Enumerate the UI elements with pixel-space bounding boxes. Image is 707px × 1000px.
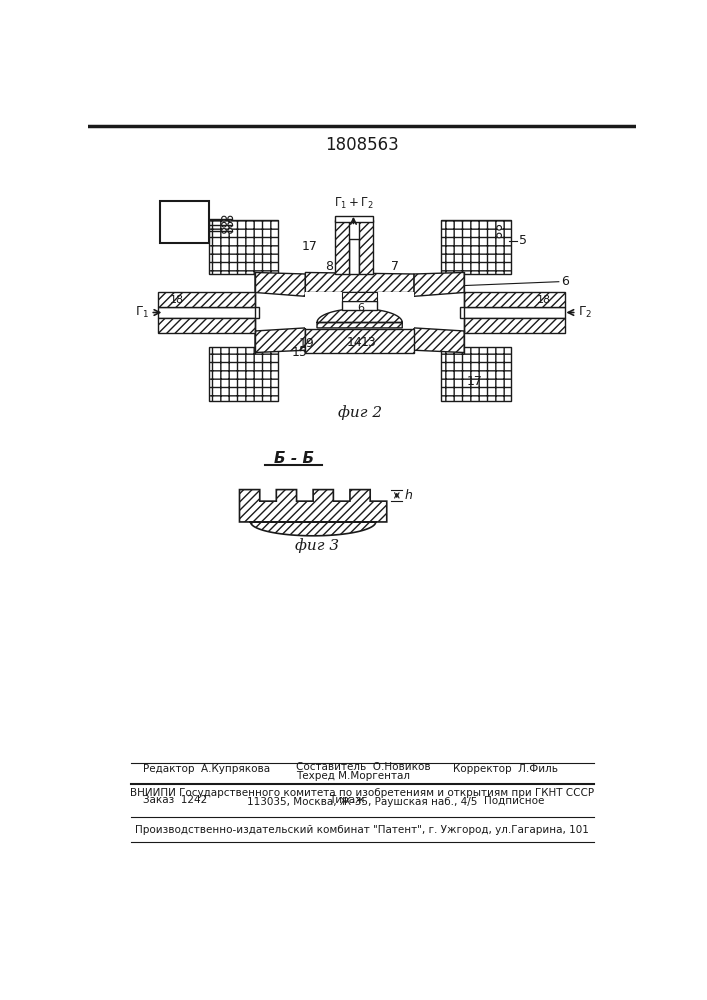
Text: 6: 6 [561, 275, 569, 288]
Polygon shape [240, 490, 387, 536]
Text: Техред М.Моргентал: Техред М.Моргентал [296, 771, 410, 781]
Polygon shape [341, 292, 378, 301]
Circle shape [222, 222, 226, 227]
Text: 17: 17 [467, 375, 482, 388]
Circle shape [222, 216, 226, 221]
Text: 18: 18 [170, 295, 184, 305]
Bar [460, 307, 565, 318]
Text: фиг 3: фиг 3 [295, 538, 339, 553]
Polygon shape [305, 272, 414, 292]
Polygon shape [158, 318, 255, 333]
Circle shape [497, 233, 501, 238]
Text: 113035, Москва, Ж-35, Раушская наб., 4/5: 113035, Москва, Ж-35, Раушская наб., 4/5 [247, 797, 477, 807]
Bar [158, 307, 259, 318]
Text: Б - Б: Б - Б [274, 451, 314, 466]
Text: Подписное: Подписное [484, 795, 544, 805]
Bar [349, 239, 359, 274]
Bar [160, 201, 209, 243]
Polygon shape [335, 216, 373, 222]
Bar [209, 347, 279, 401]
Text: Тираж: Тираж [329, 795, 364, 805]
Text: 17: 17 [302, 240, 317, 253]
Polygon shape [255, 272, 305, 296]
Bar [341, 301, 378, 310]
Text: ВНИИПИ Государственного комитета по изобретениям и открытиям при ГКНТ СССР: ВНИИПИ Государственного комитета по изоб… [130, 788, 594, 798]
Circle shape [228, 216, 233, 221]
Text: 15: 15 [292, 346, 308, 359]
Text: Заказ  1242: Заказ 1242 [143, 795, 207, 805]
Text: $\Gamma_1$: $\Gamma_1$ [135, 305, 149, 320]
Polygon shape [305, 329, 414, 353]
Text: $\Gamma_2$: $\Gamma_2$ [578, 305, 592, 320]
Bar [305, 292, 414, 328]
Circle shape [222, 229, 226, 233]
Bar [209, 220, 279, 274]
Polygon shape [255, 328, 305, 353]
Polygon shape [359, 220, 373, 274]
Text: Составитель  О.Новиков: Составитель О.Новиков [296, 762, 431, 772]
Text: 8: 8 [325, 260, 333, 273]
Text: 5: 5 [518, 234, 527, 247]
Bar [441, 347, 510, 401]
Text: $\Gamma_1 + \Gamma_2$: $\Gamma_1 + \Gamma_2$ [334, 196, 373, 211]
Text: 6: 6 [357, 303, 364, 313]
Polygon shape [414, 272, 464, 296]
Text: Производственно-издательский комбинат "Патент", г. Ужгород, ул.Гагарина, 101: Производственно-издательский комбинат "П… [135, 825, 589, 835]
Polygon shape [317, 309, 402, 328]
Text: 19: 19 [299, 337, 315, 350]
Text: фиг 2: фиг 2 [337, 405, 382, 420]
Text: h: h [404, 489, 412, 502]
Polygon shape [464, 292, 565, 307]
Bar [441, 220, 510, 274]
Text: 14: 14 [346, 336, 362, 349]
Text: Корректор  Л.Филь: Корректор Л.Филь [452, 764, 558, 774]
Polygon shape [414, 328, 464, 353]
Circle shape [497, 225, 501, 230]
Text: 7: 7 [391, 260, 399, 273]
Circle shape [228, 222, 233, 227]
Text: Редактор  А.Купрякова: Редактор А.Купрякова [143, 764, 270, 774]
Circle shape [228, 229, 233, 233]
Text: 18: 18 [537, 295, 551, 305]
Polygon shape [335, 220, 349, 274]
Text: 1808563: 1808563 [325, 136, 399, 154]
Polygon shape [158, 292, 255, 307]
Text: 13: 13 [361, 336, 377, 349]
Polygon shape [464, 318, 565, 333]
